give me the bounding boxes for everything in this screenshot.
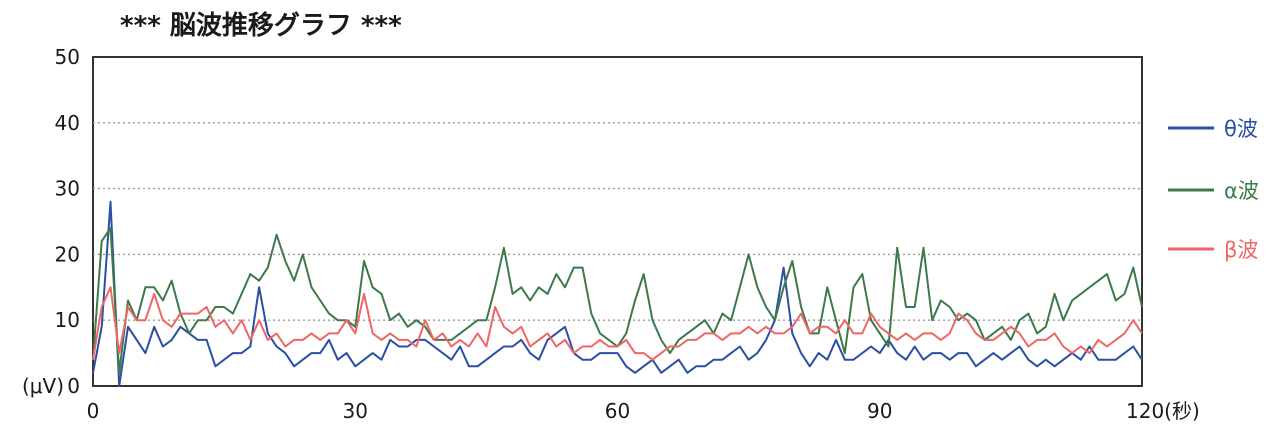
legend-label-1: α波 [1224, 179, 1259, 203]
y-unit-label: (μV) [22, 374, 64, 398]
series-lines [92, 200, 1143, 387]
x-tick-60: 60 [605, 399, 630, 423]
x-tick-120: 120(秒) [1126, 399, 1200, 423]
y-axis-ticks: 0 10 20 30 40 50 [55, 45, 80, 398]
x-tick-0: 0 [87, 399, 100, 423]
plot-area [92, 56, 1143, 387]
y-tick-20: 20 [55, 242, 80, 266]
x-axis-ticks: 0 30 60 90 120(秒) [87, 399, 1200, 423]
legend: θ波 α波 β波 [1168, 117, 1259, 262]
x-tick-30: 30 [343, 399, 368, 423]
series-line-2 [92, 286, 1143, 361]
y-tick-0: 0 [67, 374, 80, 398]
y-tick-10: 10 [55, 308, 80, 332]
y-tick-50: 50 [55, 45, 80, 69]
series-line-0 [92, 200, 1143, 387]
legend-label-2: β波 [1224, 238, 1258, 262]
y-tick-30: 30 [55, 177, 80, 201]
x-tick-90: 90 [867, 399, 892, 423]
chart-title: *** 脳波推移グラフ *** [120, 11, 402, 41]
legend-label-0: θ波 [1224, 117, 1258, 141]
y-tick-40: 40 [55, 111, 80, 135]
